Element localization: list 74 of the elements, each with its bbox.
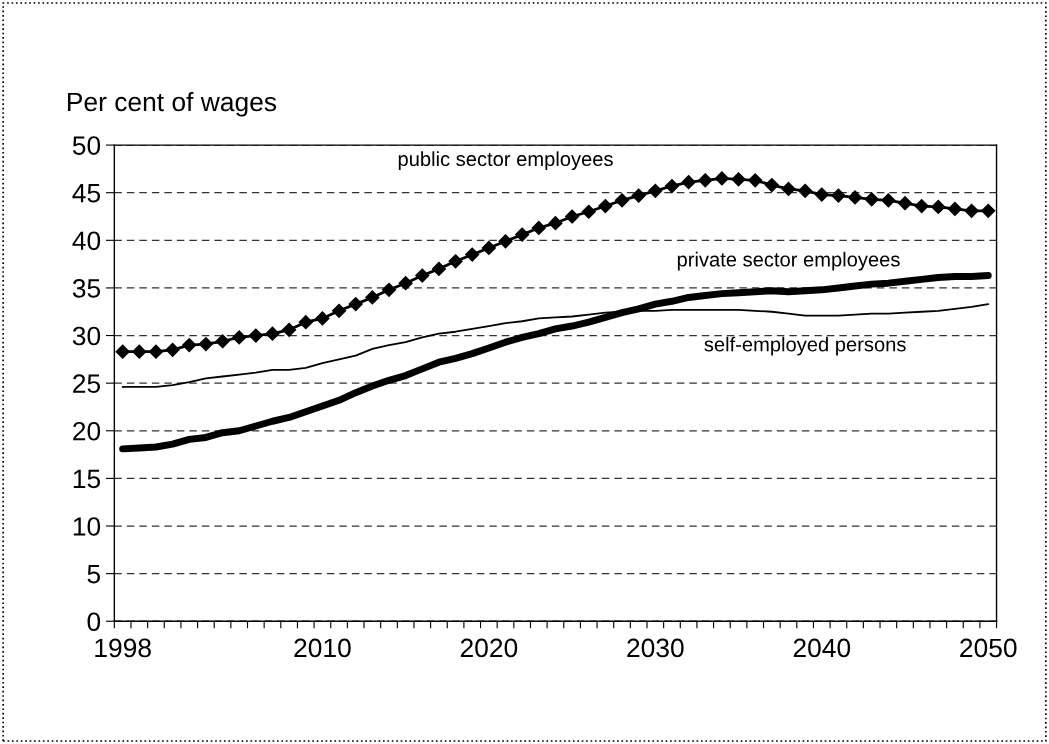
point [132, 344, 147, 359]
y-tick-label: 45 [72, 184, 101, 203]
series-label: private sector employees [677, 251, 900, 271]
y-tick-label: 50 [72, 136, 101, 155]
y-tick-label: 25 [73, 374, 101, 393]
y-tick-label: 0 [87, 612, 101, 632]
series-label: self-employed persons [704, 336, 906, 356]
point [365, 290, 380, 305]
point [914, 198, 929, 214]
point [631, 188, 646, 203]
y-tick-label: 5 [87, 565, 101, 584]
point [698, 173, 713, 188]
y-axis-title: Per cent of wages [67, 91, 277, 117]
point [614, 193, 630, 208]
point [115, 344, 130, 359]
y-tick-label: 20 [73, 421, 101, 441]
point [548, 216, 563, 231]
x-tick-label: 2040 [793, 638, 851, 658]
point [415, 268, 430, 283]
x-tick-label: 2050 [960, 638, 1017, 658]
point [498, 234, 513, 249]
point [847, 190, 863, 205]
point [764, 177, 779, 193]
point [215, 334, 230, 349]
point [448, 254, 463, 269]
point [282, 322, 297, 337]
point [515, 227, 530, 242]
point [947, 201, 963, 216]
point [165, 342, 180, 357]
point [298, 315, 313, 330]
point [681, 175, 696, 190]
point [748, 173, 763, 188]
point [348, 297, 363, 312]
x-tick-label: 2020 [460, 638, 518, 658]
point [148, 344, 164, 359]
series-label: public sector employees [398, 151, 613, 171]
point [465, 247, 480, 262]
point [431, 261, 447, 276]
point [931, 199, 946, 215]
point [864, 192, 879, 207]
y-tick-label: 30 [72, 326, 101, 346]
point [331, 303, 347, 318]
point [798, 183, 813, 198]
point [714, 171, 729, 186]
point [831, 188, 846, 203]
y-tick-label: 10 [73, 517, 101, 536]
point [581, 204, 596, 219]
point [531, 220, 546, 236]
y-tick-label: 35 [72, 279, 101, 298]
point [481, 240, 496, 256]
point [198, 337, 213, 352]
point [881, 193, 896, 208]
point [731, 172, 746, 187]
point [598, 198, 613, 214]
y-tick-label: 40 [72, 231, 101, 251]
point [981, 203, 996, 218]
x-tick-label: 2030 [627, 638, 684, 658]
y-tick-label: 15 [73, 469, 101, 489]
x-tick-label: 2010 [294, 638, 351, 658]
point [664, 178, 680, 194]
point [182, 337, 197, 353]
point [781, 181, 796, 196]
point [265, 326, 280, 341]
point [232, 330, 247, 345]
point [648, 183, 663, 198]
point [814, 187, 829, 202]
point [315, 311, 330, 326]
point [398, 276, 413, 291]
point [897, 196, 913, 211]
point [565, 209, 580, 224]
point [964, 203, 979, 218]
x-tick-label: 1998 [95, 638, 151, 658]
point [381, 282, 397, 297]
point [248, 328, 263, 343]
